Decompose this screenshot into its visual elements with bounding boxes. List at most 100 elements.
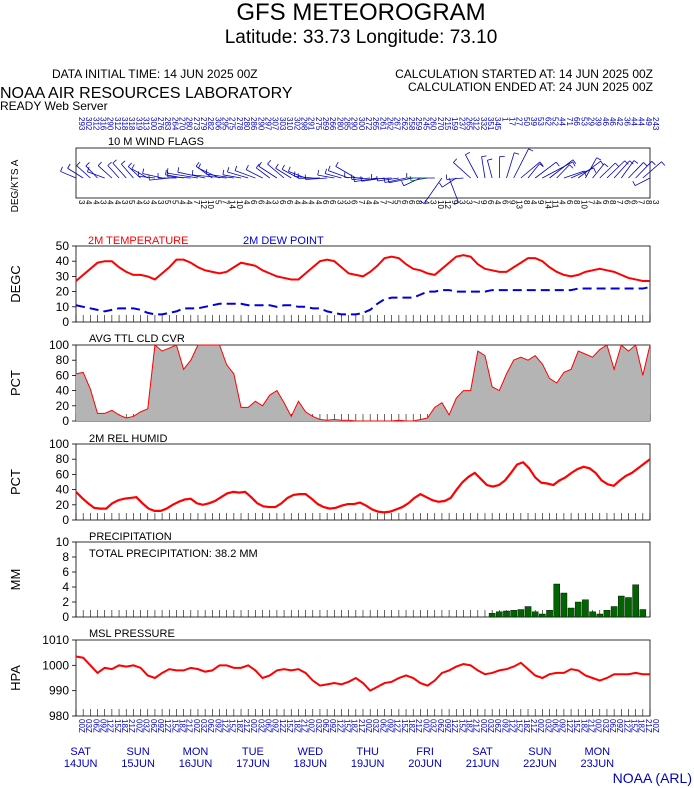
precip-bar [610,606,618,618]
x-tick-label: 21Z [299,719,308,733]
pressure-panel-y-tick-label: 1000 [42,658,69,672]
wind-barb [419,200,425,204]
x-tick-label: 12Z [450,719,459,733]
wind-direction-label: 259 [414,117,423,131]
initial-time: DATA INITIAL TIME: 14 JUN 2025 00Z [52,67,258,81]
legend-temperature: 2M TEMPERATURE [88,235,188,247]
wind-barb [131,164,135,170]
wind-direction-label: 300 [149,117,158,131]
date-label: 20JUN [408,758,442,770]
wind-flag [487,160,493,179]
x-tick-label: 06Z [149,719,158,733]
wind-speed-label: 8 [572,200,581,205]
day-label: SAT [472,746,493,758]
wind-flag [192,174,227,179]
wind-speed-label: 10 [235,200,244,209]
wind-direction-label: 44 [637,117,646,126]
x-tick-label: 12Z [508,719,517,733]
wind-barb [409,175,412,181]
x-tick-label: 21Z [127,719,136,733]
wind-speed-label: 6 [256,200,265,205]
wind-direction-label: 270 [177,117,186,131]
wind-speed-label: 8 [608,200,617,205]
wind-direction-label: 316 [99,117,108,131]
x-tick-label: 15Z [113,719,122,733]
wind-direction-label: 261 [378,117,387,131]
wind-barb [245,165,249,170]
wind-flag [534,161,557,179]
wind-barb [624,160,629,165]
wind-flag [177,171,206,179]
wind-barb [539,163,544,168]
wind-title: 10 M WIND FLAGS [108,136,204,148]
humidity-title: 2M REL HUMID [89,433,167,445]
wind-flag [227,171,249,179]
wind-barb [76,161,81,166]
wind-speed-label: 4 [106,200,115,205]
x-tick-label: 21Z [644,719,653,733]
x-tick-label: 15Z [342,719,351,733]
wind-barb [335,161,339,167]
cloud-line [75,344,651,422]
wind-speed-label: 7 [357,200,366,205]
page-title: GFS METEOROGRAM [236,0,485,26]
wind-direction-label: 307 [271,117,280,131]
x-tick-label: 06Z [378,719,387,733]
wind-speed-label: 6 [321,200,330,205]
day-label: THU [356,746,379,758]
wind-flag [317,174,335,179]
date-label: 17JUN [236,758,270,770]
cloud-panel-y-tick-label: 100 [49,338,69,352]
wind-direction-label: 278 [235,117,244,131]
wind-flag [142,173,163,179]
x-tick-label: 03Z [256,719,265,733]
x-tick-label: 15Z [572,719,581,733]
wind-barb [137,171,140,177]
wind-barb [643,162,648,167]
wind-direction-label: 62 [543,117,552,126]
wind-barb [67,163,71,169]
precip-bar [639,609,647,618]
precip-panel-y-tick-label: 4 [62,580,69,594]
x-tick-label: 00Z [192,719,201,733]
temperature-panel-y-tick-label: 0 [62,315,69,329]
humidity-panel-y-tick-label: 60 [56,467,70,481]
wind-barb [596,157,602,161]
wind-direction-label: 291 [307,117,316,131]
wind-barb [142,168,145,174]
temperature-panel-y-tick-label: 50 [56,239,70,253]
wind-direction-label: 302 [84,117,93,131]
wind-speed-label: 3 [120,200,129,205]
wind-barb [327,165,331,171]
wind-direction-label: 318 [120,117,129,131]
x-tick-label: 03Z [371,719,380,733]
wind-direction-label: 49 [644,117,653,126]
x-tick-label: 18Z [120,719,129,733]
wind-barb [198,163,201,169]
wind-flag [592,163,605,179]
pressure-title: MSL PRESSURE [89,628,175,640]
wind-ylabel: DEG/KTS A [10,159,21,212]
wind-direction-label: 272 [364,117,373,131]
wind-direction-label: 351 [486,117,495,131]
wind-direction-label: 159 [450,117,459,131]
date-label: 16JUN [179,758,213,770]
wind-speed-label: 12 [199,200,208,209]
x-tick-label: 21Z [242,719,251,733]
wind-direction-label: 280 [185,117,194,131]
temperature-panel-ylabel: DEGC [8,265,23,303]
wind-speed-label: 4 [242,200,251,205]
wind-direction-label: 39 [594,117,603,126]
wind-speed-label: 5 [163,200,172,205]
wind-direction-label: 270 [436,117,445,131]
wind-flag [453,162,471,179]
x-tick-label: 06Z [206,719,215,733]
wind-speed-label: 4 [177,200,186,205]
wind-speed-label: 10 [206,200,215,209]
wind-barb [275,163,279,169]
wind-barb [439,182,443,188]
x-tick-label: 21Z [357,719,366,733]
